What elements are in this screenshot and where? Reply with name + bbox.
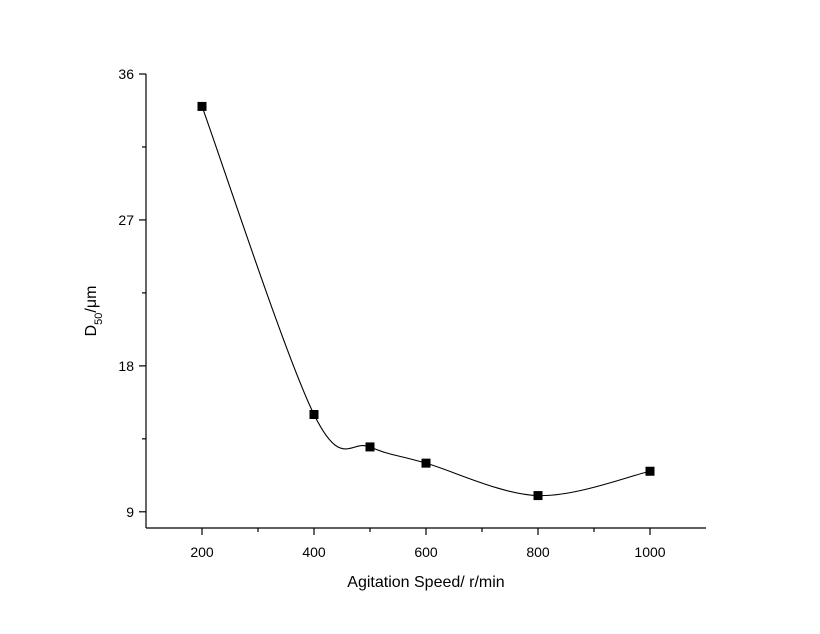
series-curve-group [201,106,651,497]
data-point-marker [365,442,375,452]
x-tick-label: 200 [190,544,214,560]
y-tick-label: 27 [118,212,134,228]
y-axis-title: D50/μm [83,286,105,337]
data-point-marker [533,491,543,501]
y-axis-title-unit: /μm [83,286,100,313]
x-tick-label: 1000 [634,544,665,560]
y-axis-title-subscript: 50 [93,313,105,325]
data-point-marker [421,458,431,468]
data-point-marker [309,410,319,419]
x-tick-label: 400 [302,544,326,560]
series-line [201,106,651,497]
axes: 200 400 600 800 1000 9 18 27 36 [118,66,706,560]
series-markers-group [197,101,655,501]
x-tick-label: 600 [414,544,438,560]
y-axis-title-main: D [83,325,100,337]
x-axis-title: Agitation Speed/ r/min [347,574,504,591]
y-tick-label: 18 [118,358,134,374]
x-tick-label: 800 [526,544,550,560]
data-point-marker [645,466,655,476]
y-tick-label: 9 [126,504,134,520]
data-point-marker [197,101,207,111]
y-tick-label: 36 [118,66,134,82]
axis-labels-group: Agitation Speed/ r/min D50/μm [83,286,505,591]
